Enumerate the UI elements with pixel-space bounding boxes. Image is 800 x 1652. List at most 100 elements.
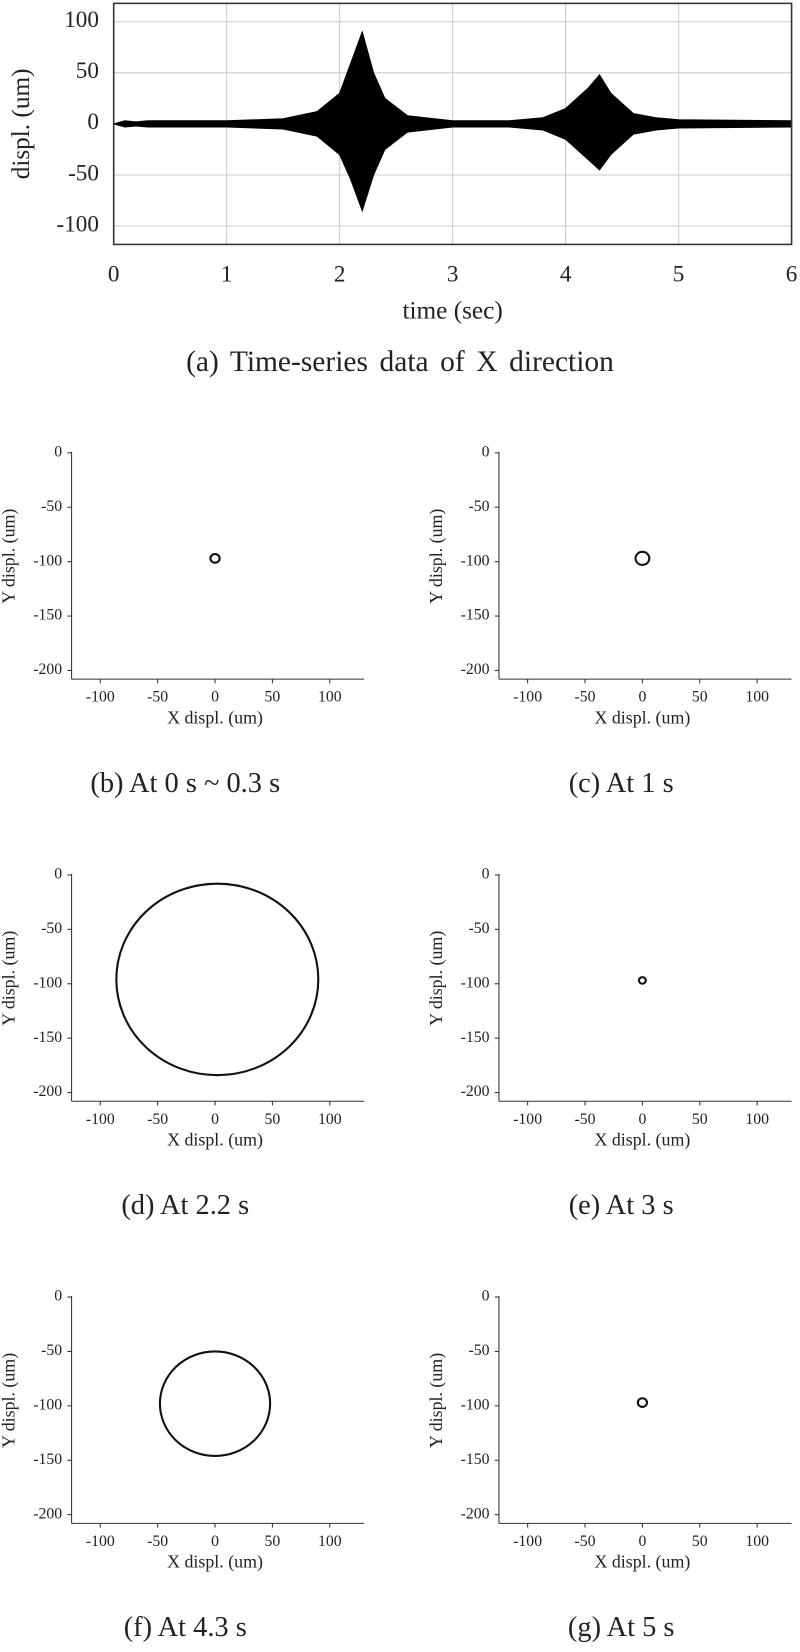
x-tick-label: -100 — [86, 1111, 115, 1128]
y-tick-label: -150 — [33, 607, 62, 624]
y-tick-label: 0 — [54, 443, 62, 460]
orbit — [636, 1397, 649, 1408]
y-axis-label: Y displ. (um) — [0, 1353, 20, 1448]
x-axis-label: X displ. (um) — [167, 1551, 263, 1572]
x-tick-label: 0 — [211, 689, 219, 706]
x-tick-label: 0 — [638, 689, 646, 706]
y-tick-label: -50 — [468, 920, 489, 937]
y-tick-label: 0 — [87, 109, 99, 135]
x-tick-label: -100 — [513, 1111, 542, 1128]
x-tick-label: -50 — [574, 1111, 595, 1128]
y-tick-label: 0 — [482, 1288, 490, 1305]
y-tick-label: -200 — [33, 1083, 62, 1100]
caption: (f) At 4.3 s — [124, 1612, 247, 1643]
y-tick-label: -100 — [33, 974, 62, 991]
y-axis-label: Y displ. (um) — [426, 1353, 447, 1448]
y-tick-label: -200 — [461, 661, 490, 678]
y-tick-label: -150 — [33, 1451, 62, 1468]
x-tick-label: 50 — [692, 689, 708, 706]
orbit — [634, 550, 651, 566]
y-axis-label: Y displ. (um) — [426, 509, 447, 604]
x-axis-label: X displ. (um) — [594, 1551, 690, 1572]
x-tick-label: 3 — [447, 261, 459, 287]
y-tick-label: -50 — [68, 160, 99, 186]
x-tick-label: 100 — [745, 1111, 769, 1128]
y-tick-label: 50 — [76, 58, 99, 84]
x-tick-label: 100 — [745, 689, 769, 706]
orbit — [115, 882, 320, 1077]
x-tick-label: 50 — [265, 689, 281, 706]
x-tick-label: -100 — [86, 1533, 115, 1550]
caption: (e) At 3 s — [569, 1190, 674, 1221]
y-tick-label: -150 — [33, 1029, 62, 1046]
caption: (c) At 1 s — [569, 768, 674, 799]
x-tick-label: -50 — [147, 1111, 168, 1128]
y-tick-label: -100 — [461, 974, 490, 991]
signal-envelope — [113, 123, 793, 213]
y-tick-label: -150 — [461, 607, 490, 624]
y-tick-label: -200 — [461, 1083, 490, 1100]
x-tick-label: -50 — [147, 689, 168, 706]
x-tick-label: 50 — [692, 1533, 708, 1550]
y-tick-label: -50 — [41, 1342, 62, 1359]
y-tick-label: -50 — [41, 498, 62, 515]
y-tick-label: -100 — [33, 552, 62, 569]
signal-envelope — [113, 30, 793, 125]
x-tick-label: 0 — [211, 1533, 219, 1550]
x-tick-label: -100 — [513, 689, 542, 706]
x-tick-label: 0 — [211, 1111, 219, 1128]
x-axis-label: X displ. (um) — [594, 707, 690, 728]
orbit — [158, 1350, 272, 1457]
x-tick-label: -50 — [147, 1533, 168, 1550]
x-axis-label: X displ. (um) — [167, 1129, 263, 1150]
y-axis-label: Y displ. (um) — [0, 509, 20, 604]
caption: (a) Time-series data of X direction — [186, 346, 614, 378]
x-tick-label: -50 — [574, 689, 595, 706]
y-tick-label: 0 — [482, 866, 490, 883]
x-tick-label: -50 — [574, 1533, 595, 1550]
y-tick-label: -50 — [41, 920, 62, 937]
plot-frame — [112, 2, 793, 246]
x-axis-label: time (sec) — [403, 297, 503, 325]
y-tick-label: 0 — [54, 866, 62, 883]
x-tick-label: 2 — [334, 261, 346, 287]
x-tick-label: 50 — [265, 1533, 281, 1550]
y-tick-label: -100 — [33, 1396, 62, 1413]
x-tick-label: 50 — [692, 1111, 708, 1128]
x-tick-label: 0 — [108, 261, 120, 287]
caption: (g) At 5 s — [568, 1612, 675, 1643]
x-tick-label: -100 — [513, 1533, 542, 1550]
x-tick-label: 1 — [221, 261, 233, 287]
caption: (d) At 2.2 s — [121, 1190, 249, 1221]
x-tick-label: 5 — [673, 261, 685, 287]
y-tick-label: -100 — [57, 211, 99, 237]
y-tick-label: 0 — [482, 443, 490, 460]
x-tick-label: 4 — [560, 261, 572, 287]
x-axis-label: X displ. (um) — [167, 707, 263, 728]
orbit — [637, 976, 647, 985]
y-tick-label: -200 — [461, 1505, 490, 1522]
y-tick-label: -50 — [468, 1342, 489, 1359]
x-tick-label: 100 — [318, 689, 342, 706]
y-tick-label: -100 — [461, 1396, 490, 1413]
x-tick-label: 100 — [318, 1533, 342, 1550]
x-tick-label: 50 — [265, 1111, 281, 1128]
y-tick-label: -50 — [468, 498, 489, 515]
x-tick-label: -100 — [86, 689, 115, 706]
y-tick-label: 100 — [64, 7, 99, 33]
y-tick-label: -200 — [33, 661, 62, 678]
x-tick-label: 6 — [786, 261, 798, 287]
y-tick-label: -100 — [461, 552, 490, 569]
x-tick-label: 100 — [318, 1111, 342, 1128]
y-tick-label: -200 — [33, 1505, 62, 1522]
x-axis-label: X displ. (um) — [594, 1129, 690, 1150]
orbit — [209, 552, 221, 564]
y-axis-label: displ. (um) — [7, 68, 35, 179]
caption: (b) At 0 s ~ 0.3 s — [90, 768, 280, 799]
y-tick-label: -150 — [461, 1451, 490, 1468]
y-axis-label: Y displ. (um) — [426, 931, 447, 1026]
x-tick-label: 0 — [638, 1533, 646, 1550]
x-tick-label: 0 — [638, 1111, 646, 1128]
